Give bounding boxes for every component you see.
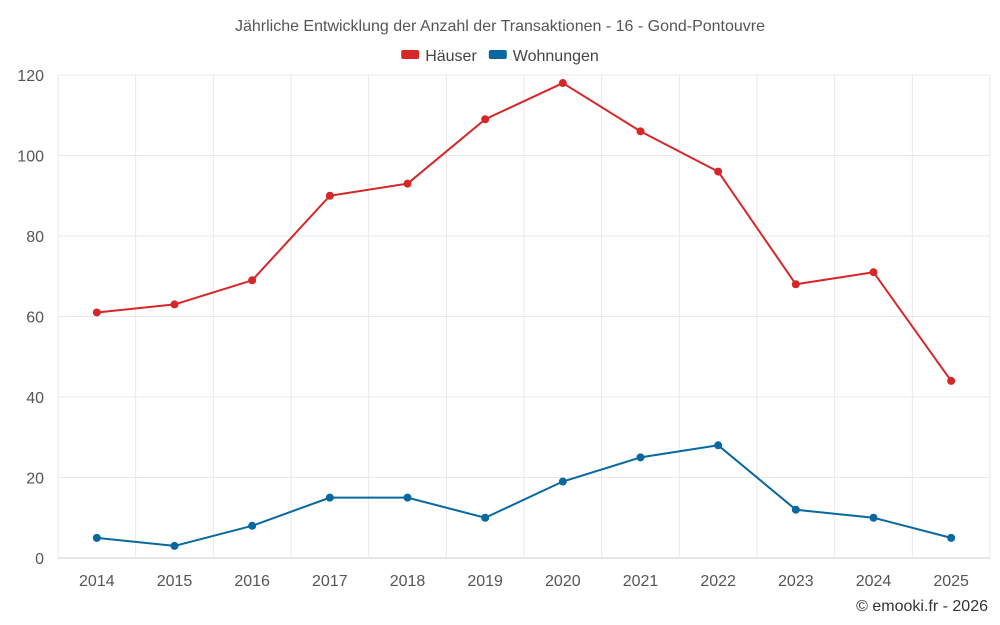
data-point[interactable] bbox=[325, 493, 334, 502]
data-point[interactable] bbox=[481, 115, 490, 124]
x-tick-label: 2025 bbox=[933, 573, 969, 590]
legend: Häuser Wohnungen bbox=[401, 48, 599, 65]
x-tick-label: 2021 bbox=[623, 573, 659, 590]
data-point[interactable] bbox=[92, 533, 101, 542]
y-axis: 0 20 40 60 80 100 120 bbox=[17, 68, 44, 568]
data-point[interactable] bbox=[869, 513, 878, 522]
data-point[interactable] bbox=[791, 280, 800, 289]
data-point[interactable] bbox=[636, 453, 645, 462]
legend-swatch-0 bbox=[401, 50, 420, 59]
legend-swatch-1 bbox=[488, 50, 507, 59]
x-axis: 2014 2015 2016 2017 2018 2019 2020 2021 2022 2023… bbox=[79, 573, 969, 590]
x-tick-label: 2014 bbox=[79, 573, 115, 590]
data-point[interactable] bbox=[714, 441, 723, 450]
data-point[interactable] bbox=[714, 167, 723, 176]
x-tick-label: 2018 bbox=[390, 573, 426, 590]
x-tick-label: 2023 bbox=[778, 573, 814, 590]
copyright-footer: © emooki.fr - 2026 bbox=[856, 598, 988, 615]
y-tick-label: 20 bbox=[26, 471, 44, 488]
x-tick-label: 2017 bbox=[312, 573, 348, 590]
data-point[interactable] bbox=[481, 513, 490, 522]
data-point[interactable] bbox=[947, 533, 956, 542]
y-tick-label: 60 bbox=[26, 310, 44, 327]
x-tick-label: 2020 bbox=[545, 573, 581, 590]
grid bbox=[57, 74, 991, 559]
data-point[interactable] bbox=[170, 541, 179, 550]
data-point[interactable] bbox=[791, 505, 800, 514]
data-point[interactable] bbox=[947, 376, 956, 385]
y-tick-label: 120 bbox=[17, 68, 44, 85]
data-point[interactable] bbox=[248, 521, 257, 530]
x-tick-label: 2019 bbox=[467, 573, 503, 590]
y-tick-label: 0 bbox=[35, 551, 44, 568]
y-tick-label: 40 bbox=[26, 390, 44, 407]
data-point[interactable] bbox=[170, 300, 179, 309]
chart-title: Jährliche Entwicklung der Anzahl der Tra… bbox=[235, 18, 765, 35]
series-line-1 bbox=[96, 444, 952, 547]
series-group bbox=[92, 79, 956, 550]
y-tick-label: 100 bbox=[17, 149, 44, 166]
x-tick-label: 2015 bbox=[157, 573, 193, 590]
x-tick-label: 2016 bbox=[234, 573, 270, 590]
legend-label-1[interactable]: Wohnungen bbox=[513, 48, 599, 65]
data-point[interactable] bbox=[869, 268, 878, 277]
x-tick-label: 2024 bbox=[856, 573, 892, 590]
data-point[interactable] bbox=[403, 179, 412, 188]
series-line-0 bbox=[96, 82, 952, 382]
data-point[interactable] bbox=[325, 191, 334, 200]
legend-label-0[interactable]: Häuser bbox=[425, 48, 477, 65]
data-point[interactable] bbox=[403, 493, 412, 502]
y-tick-label: 80 bbox=[26, 229, 44, 246]
data-point[interactable] bbox=[558, 477, 567, 486]
x-tick-label: 2022 bbox=[700, 573, 736, 590]
data-point[interactable] bbox=[558, 79, 567, 88]
data-point[interactable] bbox=[92, 308, 101, 317]
data-point[interactable] bbox=[248, 276, 257, 285]
data-point[interactable] bbox=[636, 127, 645, 136]
